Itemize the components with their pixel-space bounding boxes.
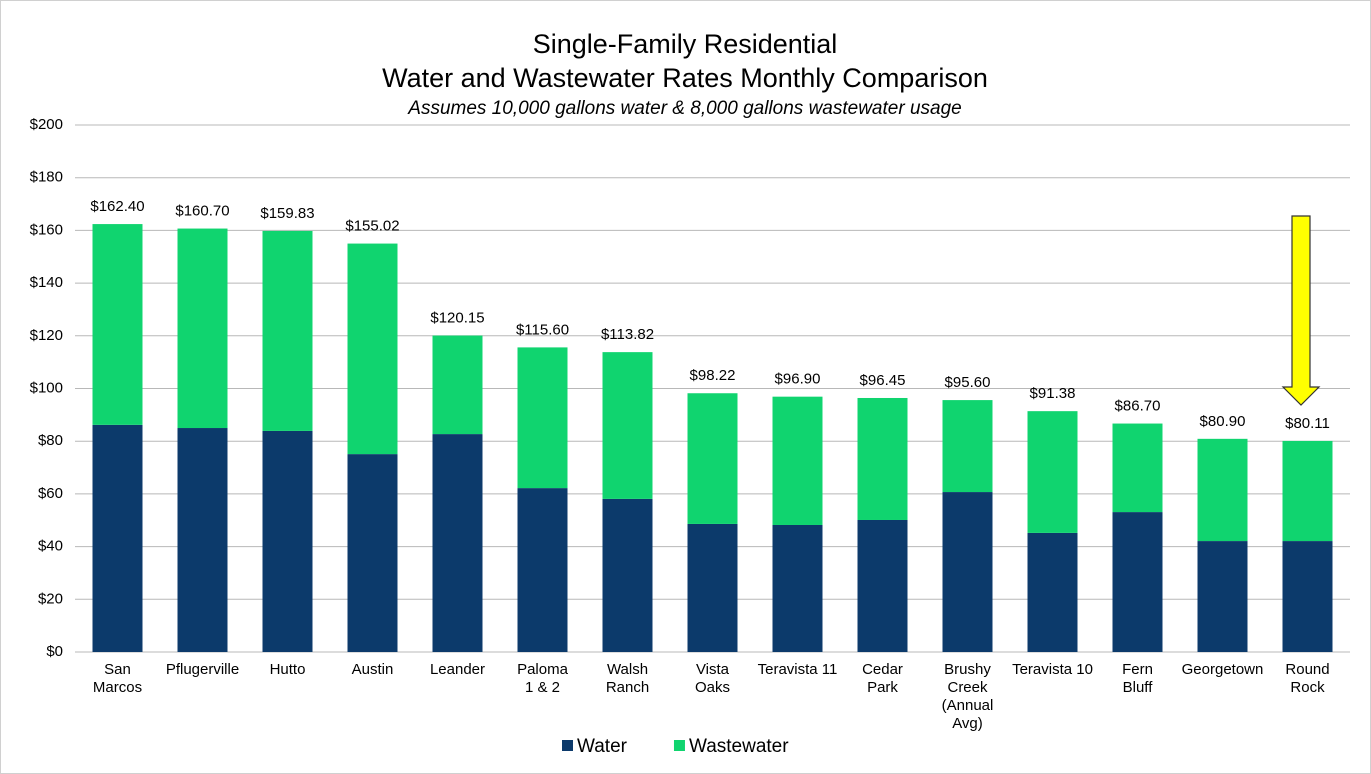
total-label: $80.11 — [1285, 415, 1330, 432]
x-tick-label: San — [104, 661, 131, 678]
bar-segment — [942, 492, 993, 652]
bar-segment — [347, 243, 398, 455]
y-tick-label: $100 — [30, 379, 63, 396]
legend-swatch — [562, 740, 573, 751]
x-tick-label: Austin — [352, 661, 394, 678]
x-tick-label: Cedar — [862, 661, 903, 678]
total-label: $91.38 — [1030, 385, 1076, 402]
bar-segment — [942, 400, 993, 493]
y-tick-label: $60 — [38, 485, 63, 502]
total-label: $80.90 — [1200, 413, 1246, 430]
y-tick-label: $120 — [30, 327, 63, 344]
y-tick-label: $140 — [30, 274, 63, 291]
x-tick-label: Georgetown — [1182, 661, 1264, 678]
chart-subtitle: Assumes 10,000 gallons water & 8,000 gal… — [407, 98, 961, 119]
y-tick-label: $80 — [38, 432, 63, 449]
y-tick-label: $160 — [30, 221, 63, 238]
bar-segment — [92, 424, 143, 652]
x-tick-label: Avg) — [952, 715, 983, 732]
bar-segment — [347, 454, 398, 652]
bar-segment — [1282, 440, 1333, 542]
x-tick-label: Park — [867, 679, 898, 696]
total-label: $159.83 — [260, 205, 314, 222]
y-tick-label: $180 — [30, 169, 63, 186]
bar-segment — [1112, 512, 1163, 652]
x-tick-label: Bluff — [1123, 679, 1154, 696]
bar-segment — [177, 228, 228, 429]
x-tick-label: Brushy — [944, 661, 991, 678]
chart-title: Single-Family Residential — [533, 29, 838, 59]
x-tick-label: Marcos — [93, 679, 142, 696]
total-label: $98.22 — [690, 367, 736, 384]
bar-segment — [1197, 438, 1248, 542]
bar-segment — [772, 396, 823, 525]
x-tick-label: Creek — [947, 679, 988, 696]
bar-segment — [177, 428, 228, 652]
legend-label: Water — [577, 736, 628, 757]
bar-segment — [1112, 423, 1163, 513]
total-label: $155.02 — [345, 217, 399, 234]
bar-segment — [1282, 541, 1333, 652]
total-label: $86.70 — [1115, 398, 1161, 415]
total-label: $160.70 — [175, 203, 229, 220]
x-tick-label: Hutto — [270, 661, 306, 678]
x-tick-label: Paloma — [517, 661, 569, 678]
bar-segment — [517, 347, 568, 489]
bar-segment — [857, 397, 908, 520]
x-tick-label: Teravista 11 — [758, 661, 838, 678]
total-label: $95.60 — [945, 374, 991, 391]
total-label: $96.90 — [775, 371, 821, 388]
x-tick-label: Teravista 10 — [1012, 661, 1093, 678]
total-label: $96.45 — [860, 372, 906, 389]
bar-segment — [432, 335, 483, 435]
x-tick-label: Round — [1285, 661, 1329, 678]
bar-segment — [92, 224, 143, 425]
y-tick-label: $200 — [30, 116, 63, 133]
x-tick-label: (Annual — [942, 697, 994, 714]
bar-segment — [262, 430, 313, 652]
legend-swatch — [673, 740, 685, 751]
bar-segment — [1027, 411, 1078, 533]
chart-title: Water and Wastewater Rates Monthly Compa… — [382, 63, 988, 93]
x-tick-label: Vista — [696, 661, 730, 678]
total-label: $113.82 — [601, 326, 654, 343]
bar-segment — [687, 523, 738, 652]
x-tick-label: Pflugerville — [166, 661, 239, 678]
bar-segment — [1197, 541, 1248, 652]
x-tick-label: 1 & 2 — [525, 679, 560, 696]
bar-segment — [772, 524, 823, 652]
x-tick-label: Rock — [1290, 679, 1325, 696]
bar-segment — [687, 393, 738, 524]
bar-segment — [517, 488, 568, 652]
bar-segment — [432, 434, 483, 652]
highlight-arrow — [1281, 215, 1321, 406]
bar-segment — [602, 498, 653, 652]
bar-segment — [1027, 532, 1078, 652]
y-tick-label: $40 — [38, 538, 63, 555]
total-label: $120.15 — [430, 309, 484, 326]
x-tick-label: Walsh — [607, 661, 648, 678]
x-tick-label: Fern — [1122, 661, 1153, 678]
legend-label: Wastewater — [689, 736, 789, 757]
total-label: $115.60 — [516, 321, 569, 338]
y-tick-label: $20 — [38, 590, 63, 607]
y-tick-label: $0 — [46, 643, 63, 660]
x-tick-label: Oaks — [695, 679, 730, 696]
bar-segment — [857, 519, 908, 652]
x-tick-label: Leander — [430, 661, 485, 678]
bar-segment — [602, 352, 653, 499]
total-label: $162.40 — [90, 198, 144, 215]
x-tick-label: Ranch — [606, 679, 649, 696]
bar-segment — [262, 230, 313, 431]
